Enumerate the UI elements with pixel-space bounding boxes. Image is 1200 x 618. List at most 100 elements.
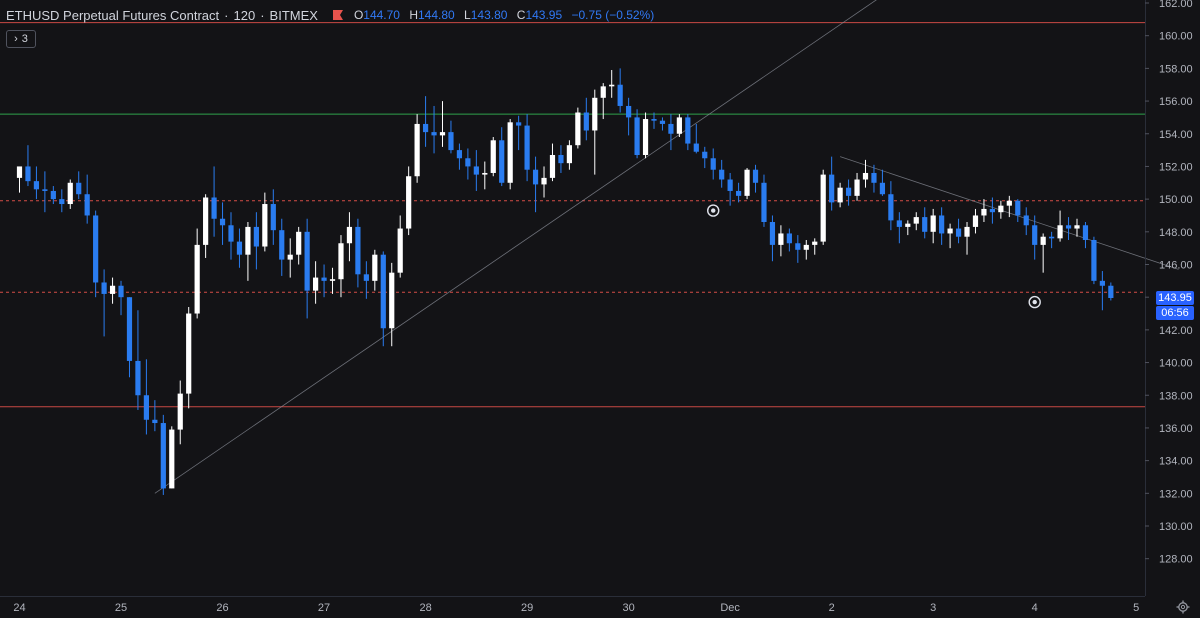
candle-body	[668, 123, 674, 134]
candle-body	[930, 215, 936, 232]
candle-body	[549, 154, 556, 178]
candle-body	[1057, 225, 1063, 239]
candle	[998, 200, 1004, 219]
candle	[76, 171, 82, 200]
exchange-label[interactable]: BITMEX	[269, 7, 318, 23]
gear-icon[interactable]	[1176, 600, 1190, 614]
horizontal-lines	[0, 22, 1145, 408]
candle	[651, 112, 657, 129]
candle-body	[456, 150, 463, 159]
candle	[84, 174, 90, 224]
candle-body	[296, 231, 302, 255]
candle	[211, 166, 217, 237]
candle-body	[1040, 236, 1046, 245]
candle	[845, 179, 852, 206]
candle-body	[803, 244, 809, 250]
time-tick-label: 2	[829, 602, 835, 614]
candle	[516, 115, 522, 151]
candle-body	[541, 177, 547, 185]
time-tick-label: 26	[216, 602, 228, 614]
price-tick-label: 132.00	[1159, 488, 1193, 500]
candle	[507, 119, 513, 190]
close-value: 143.95	[525, 8, 563, 22]
candle	[397, 215, 403, 278]
candle-body	[964, 226, 970, 237]
candle-body	[524, 125, 530, 170]
ohlc-values: O144.70 H144.80 L143.80 C143.95 −0.75 (−…	[354, 8, 660, 22]
candle	[135, 310, 141, 410]
candle	[380, 251, 386, 347]
candle	[989, 197, 995, 224]
candle	[871, 164, 877, 193]
interval-label[interactable]: 120	[233, 7, 256, 23]
candle-body	[253, 226, 259, 247]
candle-body	[507, 122, 513, 183]
symbol-title[interactable]: ETHUSD Perpetual Futures Contract	[6, 7, 220, 23]
low-label: L	[464, 8, 471, 22]
current-price-tag: 143.95	[1156, 291, 1194, 305]
candle-body	[1082, 225, 1089, 240]
candle	[304, 218, 310, 319]
candle-body	[16, 166, 23, 178]
candle-body	[651, 119, 657, 121]
candle	[642, 112, 649, 159]
time-tick-label: 24	[13, 602, 25, 614]
candle-body	[169, 429, 175, 489]
candle	[879, 169, 886, 196]
candle-body	[76, 182, 82, 195]
candle	[270, 189, 276, 245]
candle	[829, 156, 835, 211]
candle	[558, 145, 564, 173]
flag-icon[interactable]	[332, 9, 344, 21]
candle	[626, 97, 632, 136]
candle	[693, 123, 699, 154]
change-value: −0.75 (−0.52%)	[571, 8, 655, 22]
chart-markers	[707, 204, 1041, 309]
candle	[236, 228, 243, 268]
candle	[1057, 210, 1063, 242]
candle-body	[609, 84, 615, 87]
target-icon	[1028, 295, 1041, 309]
candle-body	[786, 233, 792, 244]
candle-body	[372, 254, 378, 281]
candle	[676, 114, 682, 138]
legend-separator: ·	[224, 7, 229, 23]
candle	[549, 143, 556, 182]
candle	[16, 166, 23, 193]
candle	[862, 159, 869, 188]
candle	[67, 179, 73, 209]
candle-body	[1032, 225, 1038, 245]
price-tick-label: 150.00	[1159, 194, 1193, 206]
candle	[101, 269, 107, 337]
candle	[422, 96, 429, 147]
candle	[1074, 218, 1080, 237]
indicators-toggle-button[interactable]: › 3	[6, 30, 36, 48]
marker-dot	[711, 208, 716, 213]
candle-body	[194, 244, 200, 314]
target-icon	[707, 204, 720, 217]
candle	[583, 97, 589, 141]
candle-body	[59, 199, 65, 205]
candle-body	[211, 197, 217, 219]
time-axis[interactable]: 24 25 26 27 28 29 30 Dec 2 3 4 5	[0, 596, 1145, 615]
candle-body	[998, 205, 1004, 213]
candle-body	[744, 169, 750, 196]
candle-body	[955, 228, 962, 237]
close-label: C	[516, 8, 526, 22]
candle	[50, 186, 56, 205]
candle	[727, 172, 733, 206]
candle-body	[685, 117, 691, 144]
candle	[592, 89, 598, 175]
candle-body	[236, 241, 243, 255]
candle-body	[490, 140, 496, 173]
price-tick-label: 162.00	[1159, 0, 1193, 10]
chevron-right-icon: ›	[14, 33, 18, 45]
candle	[279, 218, 285, 276]
candle-body	[389, 272, 395, 329]
candle	[482, 161, 488, 190]
candle-body	[659, 120, 666, 124]
candle-body	[778, 233, 784, 245]
price-tick-label: 152.00	[1159, 161, 1193, 173]
symbol-legend: ETHUSD Perpetual Futures Contract · 120 …	[6, 6, 660, 24]
